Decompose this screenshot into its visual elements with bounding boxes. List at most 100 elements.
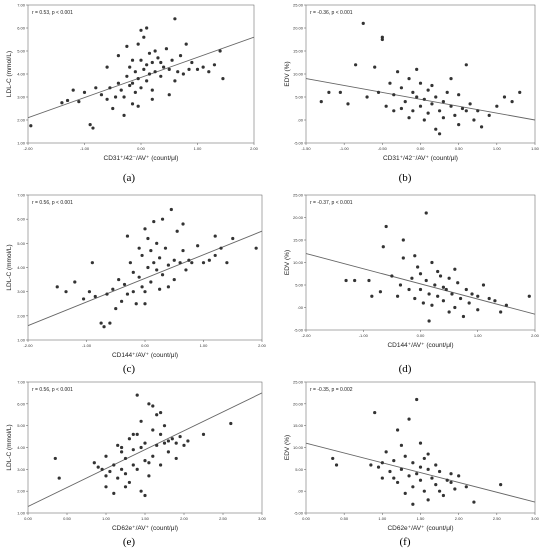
data-point	[433, 283, 437, 287]
data-point	[96, 465, 100, 469]
data-point	[407, 287, 411, 292]
data-point	[77, 100, 81, 104]
data-point	[173, 79, 177, 83]
y-axis-label: EDV (%)	[284, 250, 291, 275]
data-point	[87, 290, 92, 294]
data-point	[178, 261, 182, 265]
data-point	[130, 102, 135, 106]
data-point	[499, 310, 503, 314]
data-point	[365, 95, 369, 99]
data-point	[170, 58, 174, 62]
data-point	[388, 81, 392, 85]
data-point	[116, 54, 120, 58]
data-point	[155, 268, 159, 272]
data-point	[487, 113, 491, 117]
y-tick-label: 1.00	[17, 141, 26, 146]
data-point	[510, 100, 514, 104]
data-point	[373, 410, 377, 415]
data-point	[145, 79, 149, 83]
data-point	[334, 463, 339, 467]
data-point	[175, 229, 179, 233]
data-point	[178, 434, 182, 439]
data-point	[159, 60, 163, 65]
data-point	[146, 236, 150, 241]
data-point	[213, 234, 217, 238]
data-point	[145, 26, 149, 30]
data-point	[122, 95, 126, 99]
data-point	[131, 290, 135, 294]
x-tick-label: -1.50	[301, 146, 311, 151]
regression-line	[306, 78, 535, 121]
data-point	[139, 419, 143, 423]
data-point	[437, 469, 442, 474]
data-point	[81, 297, 86, 301]
data-point	[130, 81, 135, 85]
data-point	[436, 294, 440, 298]
data-point	[479, 125, 484, 129]
data-point	[430, 83, 434, 88]
data-point	[82, 90, 87, 94]
data-point	[127, 437, 131, 441]
data-point	[378, 290, 383, 294]
data-point	[116, 443, 120, 447]
data-point	[104, 474, 108, 478]
data-point	[201, 432, 206, 436]
data-point	[218, 49, 222, 53]
data-point	[159, 463, 163, 467]
y-tick-label: -5.00	[294, 328, 304, 333]
y-tick-label: -5.00	[294, 511, 304, 516]
data-point	[426, 452, 430, 456]
data-point	[116, 476, 120, 480]
data-point	[139, 28, 143, 32]
y-tick-label: 25.00	[293, 380, 304, 385]
data-point	[111, 287, 115, 291]
data-point	[167, 67, 171, 71]
data-point	[380, 37, 384, 42]
y-tick-label: 1.00	[17, 338, 26, 343]
y-tick-label: 6.00	[17, 401, 26, 406]
data-point	[527, 294, 531, 298]
data-point	[458, 296, 463, 301]
x-tick-label: -0.50	[378, 146, 388, 151]
data-point	[225, 261, 229, 265]
data-point	[449, 104, 453, 108]
y-tick-label: 15.00	[293, 49, 304, 54]
data-point	[29, 124, 33, 128]
data-point	[93, 294, 97, 299]
x-axis-label: CD144⁺/AV⁺ (count/μl)	[387, 342, 453, 349]
data-point	[196, 244, 200, 248]
data-point	[415, 95, 419, 99]
x-tick-label: 1.50	[141, 516, 150, 521]
data-point	[460, 106, 465, 111]
x-tick-label: 2.00	[258, 343, 267, 348]
data-point	[430, 102, 434, 106]
y-tick-label: 20.00	[293, 401, 304, 406]
data-point	[476, 109, 480, 113]
panel-label: (e)	[123, 536, 136, 548]
data-point	[125, 292, 130, 296]
data-point	[122, 113, 126, 117]
x-tick-label: 0.00	[417, 333, 426, 338]
x-tick-label: -2.00	[23, 343, 33, 348]
data-point	[407, 474, 411, 478]
data-point	[411, 461, 415, 465]
data-point	[380, 35, 384, 39]
data-point	[229, 421, 233, 426]
data-point	[403, 454, 407, 458]
data-point	[116, 81, 120, 85]
data-point	[99, 321, 103, 325]
data-point	[441, 116, 445, 120]
x-tick-label: 0.00	[24, 516, 33, 521]
data-point	[134, 302, 138, 306]
x-axis-label: CD62e⁺/AV⁺ (count/μl)	[112, 525, 178, 532]
x-tick-label: 1.00	[378, 516, 387, 521]
y-tick-label: 4.00	[17, 265, 26, 270]
data-point	[137, 246, 141, 250]
data-point	[201, 261, 206, 265]
data-point	[190, 60, 194, 65]
y-tick-label: 3.00	[17, 289, 26, 294]
x-tick-label: 2.00	[250, 146, 259, 151]
data-point	[472, 500, 476, 504]
correlation-annotation: r = 0.56, p < 0.001	[32, 200, 73, 206]
data-point	[181, 248, 185, 253]
